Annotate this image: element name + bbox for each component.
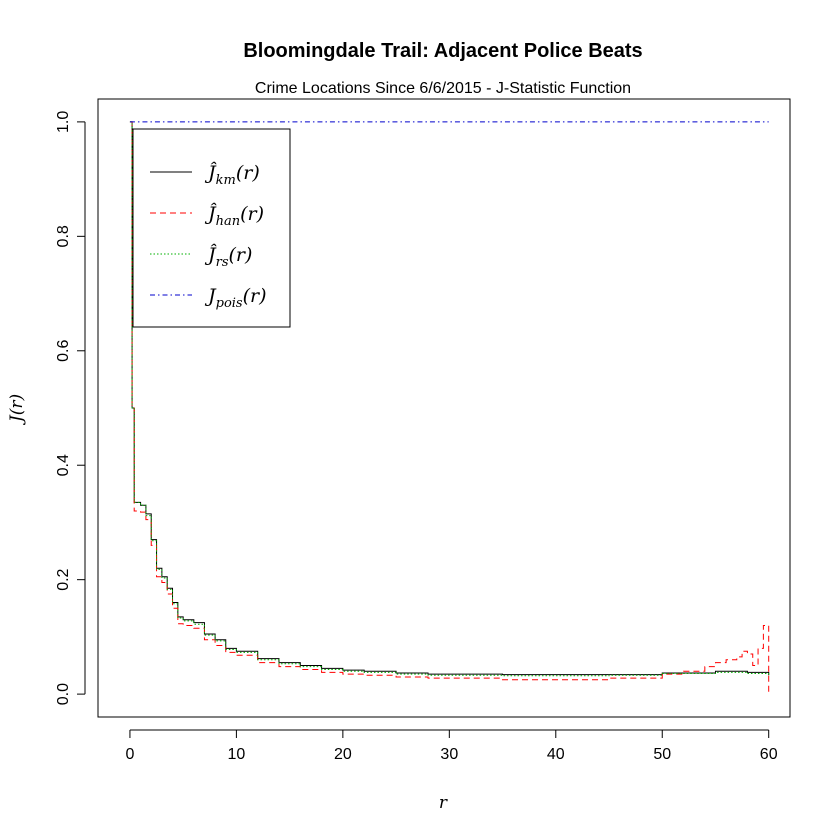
series-han-line <box>129 121 770 695</box>
y-tick-label: 0.8 <box>55 225 72 247</box>
legend-label-rs: Ĵrs(r) <box>204 243 252 270</box>
y-tick-label: 0.0 <box>55 683 72 705</box>
plot-frame <box>97 98 791 718</box>
legend-label-km: Ĵkm(r) <box>204 161 260 188</box>
y-tick-label: 0.2 <box>55 568 72 590</box>
legend-label-sub: rs <box>216 255 229 270</box>
x-tick-label: 50 <box>653 746 671 763</box>
legend-label-tail: (r) <box>240 203 264 225</box>
series-km-line <box>129 121 770 676</box>
x-tick-label: 10 <box>228 746 246 763</box>
x-axis-label: r <box>439 793 448 813</box>
x-tick-label: 0 <box>125 746 134 763</box>
y-axis-label: J(r) <box>7 394 27 425</box>
legend-label-han: Ĵhan(r) <box>204 202 264 229</box>
series-layer <box>129 121 770 695</box>
chart-title: Bloomingdale Trail: Adjacent Police Beat… <box>243 40 642 62</box>
y-tick-label: 0.4 <box>55 454 72 476</box>
x-axis: 0 10 20 30 40 50 60 <box>125 729 778 763</box>
y-tick-label: 1.0 <box>55 111 72 133</box>
legend-label-tail: (r) <box>243 285 267 307</box>
legend-label-tail: (r) <box>229 244 253 266</box>
legend-label-tail: (r) <box>236 162 260 184</box>
legend-label-sub: km <box>216 173 236 188</box>
series-rs-line <box>129 121 770 677</box>
legend: Ĵkm(r)Ĵhan(r)Ĵrs(r)Jpois(r) <box>132 128 291 328</box>
chart-subtitle: Crime Locations Since 6/6/2015 - J-Stati… <box>255 80 631 97</box>
x-tick-label: 60 <box>760 746 778 763</box>
legend-label-sub: pois <box>216 296 243 311</box>
legend-label-main: Ĵ <box>204 202 217 225</box>
legend-label-main: Ĵ <box>204 161 217 184</box>
y-axis: 0.0 0.2 0.4 0.6 0.8 1.0 <box>55 111 86 705</box>
x-tick-label: 20 <box>334 746 352 763</box>
legend-label-sub: han <box>216 214 241 229</box>
legend-box <box>132 128 291 328</box>
legend-label-main: Ĵ <box>204 243 217 266</box>
legend-label-pois: Jpois(r) <box>204 285 267 311</box>
x-tick-label: 40 <box>547 746 565 763</box>
y-tick-label: 0.6 <box>55 340 72 362</box>
x-tick-label: 30 <box>440 746 458 763</box>
legend-label-main: J <box>204 285 217 307</box>
